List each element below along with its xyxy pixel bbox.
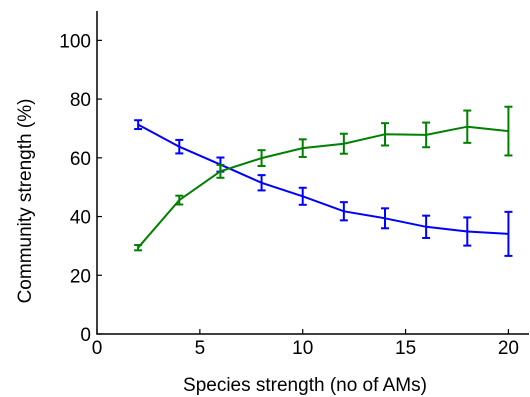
error-bar — [257, 149, 266, 168]
error-bar — [422, 121, 431, 149]
x-tick-label: 0 — [92, 338, 103, 359]
error-bar — [134, 244, 143, 252]
error-bar — [339, 132, 348, 155]
x-tick-label: 10 — [292, 338, 313, 359]
x-tick-label: 15 — [395, 338, 416, 359]
error-bar — [422, 214, 431, 239]
x-axis-ticks: 0 5 10 15 20 — [92, 329, 519, 359]
error-bar — [134, 119, 143, 131]
y-tick-label: 40 — [70, 208, 91, 229]
y-tick-label: 60 — [70, 149, 91, 170]
y-axis-label: Community strength (%) — [15, 99, 36, 304]
error-bar — [463, 216, 472, 247]
error-bar — [175, 138, 184, 155]
series-line — [137, 123, 509, 235]
error-bar — [257, 174, 266, 192]
error-bar — [339, 201, 348, 222]
x-tick-label: 5 — [195, 338, 206, 359]
axes — [96, 11, 529, 335]
error-bar — [298, 138, 307, 158]
error-bar — [175, 194, 184, 206]
y-tick-label: 20 — [70, 266, 91, 287]
x-axis-label: Species strength (no of AMs) — [183, 375, 427, 396]
error-bar — [298, 186, 307, 206]
y-tick-label: 80 — [70, 90, 91, 111]
series-layer — [134, 105, 513, 257]
error-bar — [381, 122, 389, 147]
error-bar — [216, 163, 225, 179]
series-line — [137, 125, 509, 249]
error-bar — [381, 207, 389, 230]
error-bar — [504, 105, 513, 157]
y-axis-ticks: 0 20 40 60 80 100 — [59, 31, 102, 346]
x-tick-label: 20 — [498, 338, 519, 359]
error-bar — [504, 210, 513, 257]
error-bar — [463, 109, 472, 144]
series-2 — [134, 105, 513, 252]
axes-frame — [96, 11, 529, 335]
y-tick-label: 0 — [80, 325, 91, 346]
y-tick-label: 100 — [59, 31, 91, 52]
series-1 — [134, 119, 513, 257]
